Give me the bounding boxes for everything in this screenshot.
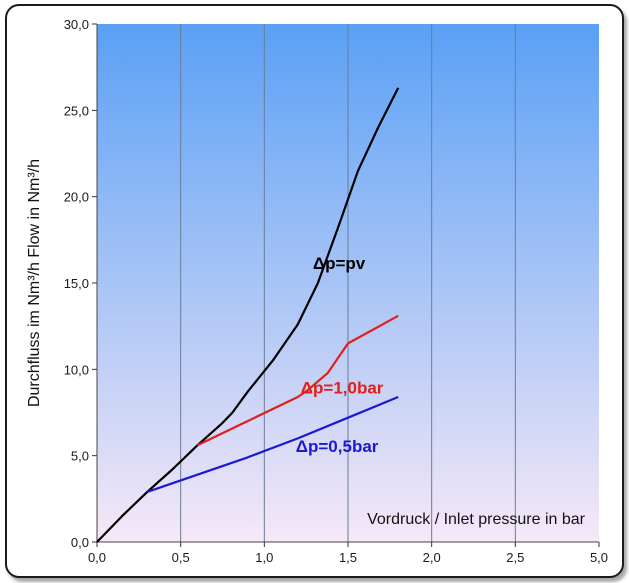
x-tick-label: 1,0 <box>255 550 273 565</box>
series-line <box>196 314 399 447</box>
x-tick-label: 0,5 <box>172 550 190 565</box>
y-tick-label: 15,0 <box>64 276 89 291</box>
chart-frame: 0,0 0,5 1,0 1,5 2,0 2,5 5,0 0,0 5,0 10,0 15,0 20,0 2… <box>5 4 624 578</box>
y-tick-label: 5,0 <box>71 449 89 464</box>
x-tick-label: 2,5 <box>506 550 524 565</box>
series-labels: Δp=pv Δp=1,0bar Δp=0,5bar <box>296 254 384 456</box>
series-line <box>96 87 400 543</box>
grid-lines <box>180 24 516 542</box>
series-label: Δp=1,0bar <box>301 379 384 398</box>
x-axis-title: Vordruck / Inlet pressure in bar <box>367 511 586 528</box>
tick-labels: 0,0 0,5 1,0 1,5 2,0 2,5 5,0 0,0 5,0 10,0 15,0 20,0 2… <box>64 17 608 565</box>
series-line <box>146 395 399 493</box>
y-tick-label: 20,0 <box>64 190 89 205</box>
x-tick-label: 1,5 <box>339 550 357 565</box>
x-tick-label: 0,0 <box>88 550 106 565</box>
series-label: Δp=0,5bar <box>296 437 379 456</box>
series-label: Δp=pv <box>313 254 366 273</box>
y-tick-label: 10,0 <box>64 362 89 377</box>
y-tick-label: 25,0 <box>64 103 89 118</box>
series-lines <box>96 87 400 543</box>
x-tick-label: 2,0 <box>423 550 441 565</box>
x-tick-label: 5,0 <box>590 550 608 565</box>
y-tick-label: 30,0 <box>64 17 89 32</box>
flow-chart: 0,0 0,5 1,0 1,5 2,0 2,5 5,0 0,0 5,0 10,0 15,0 20,0 2… <box>26 17 608 565</box>
y-tick-label: 0,0 <box>71 535 89 550</box>
y-axis-title: Durchfluss im Nm³/h Flow in Nm³/h <box>26 159 43 407</box>
